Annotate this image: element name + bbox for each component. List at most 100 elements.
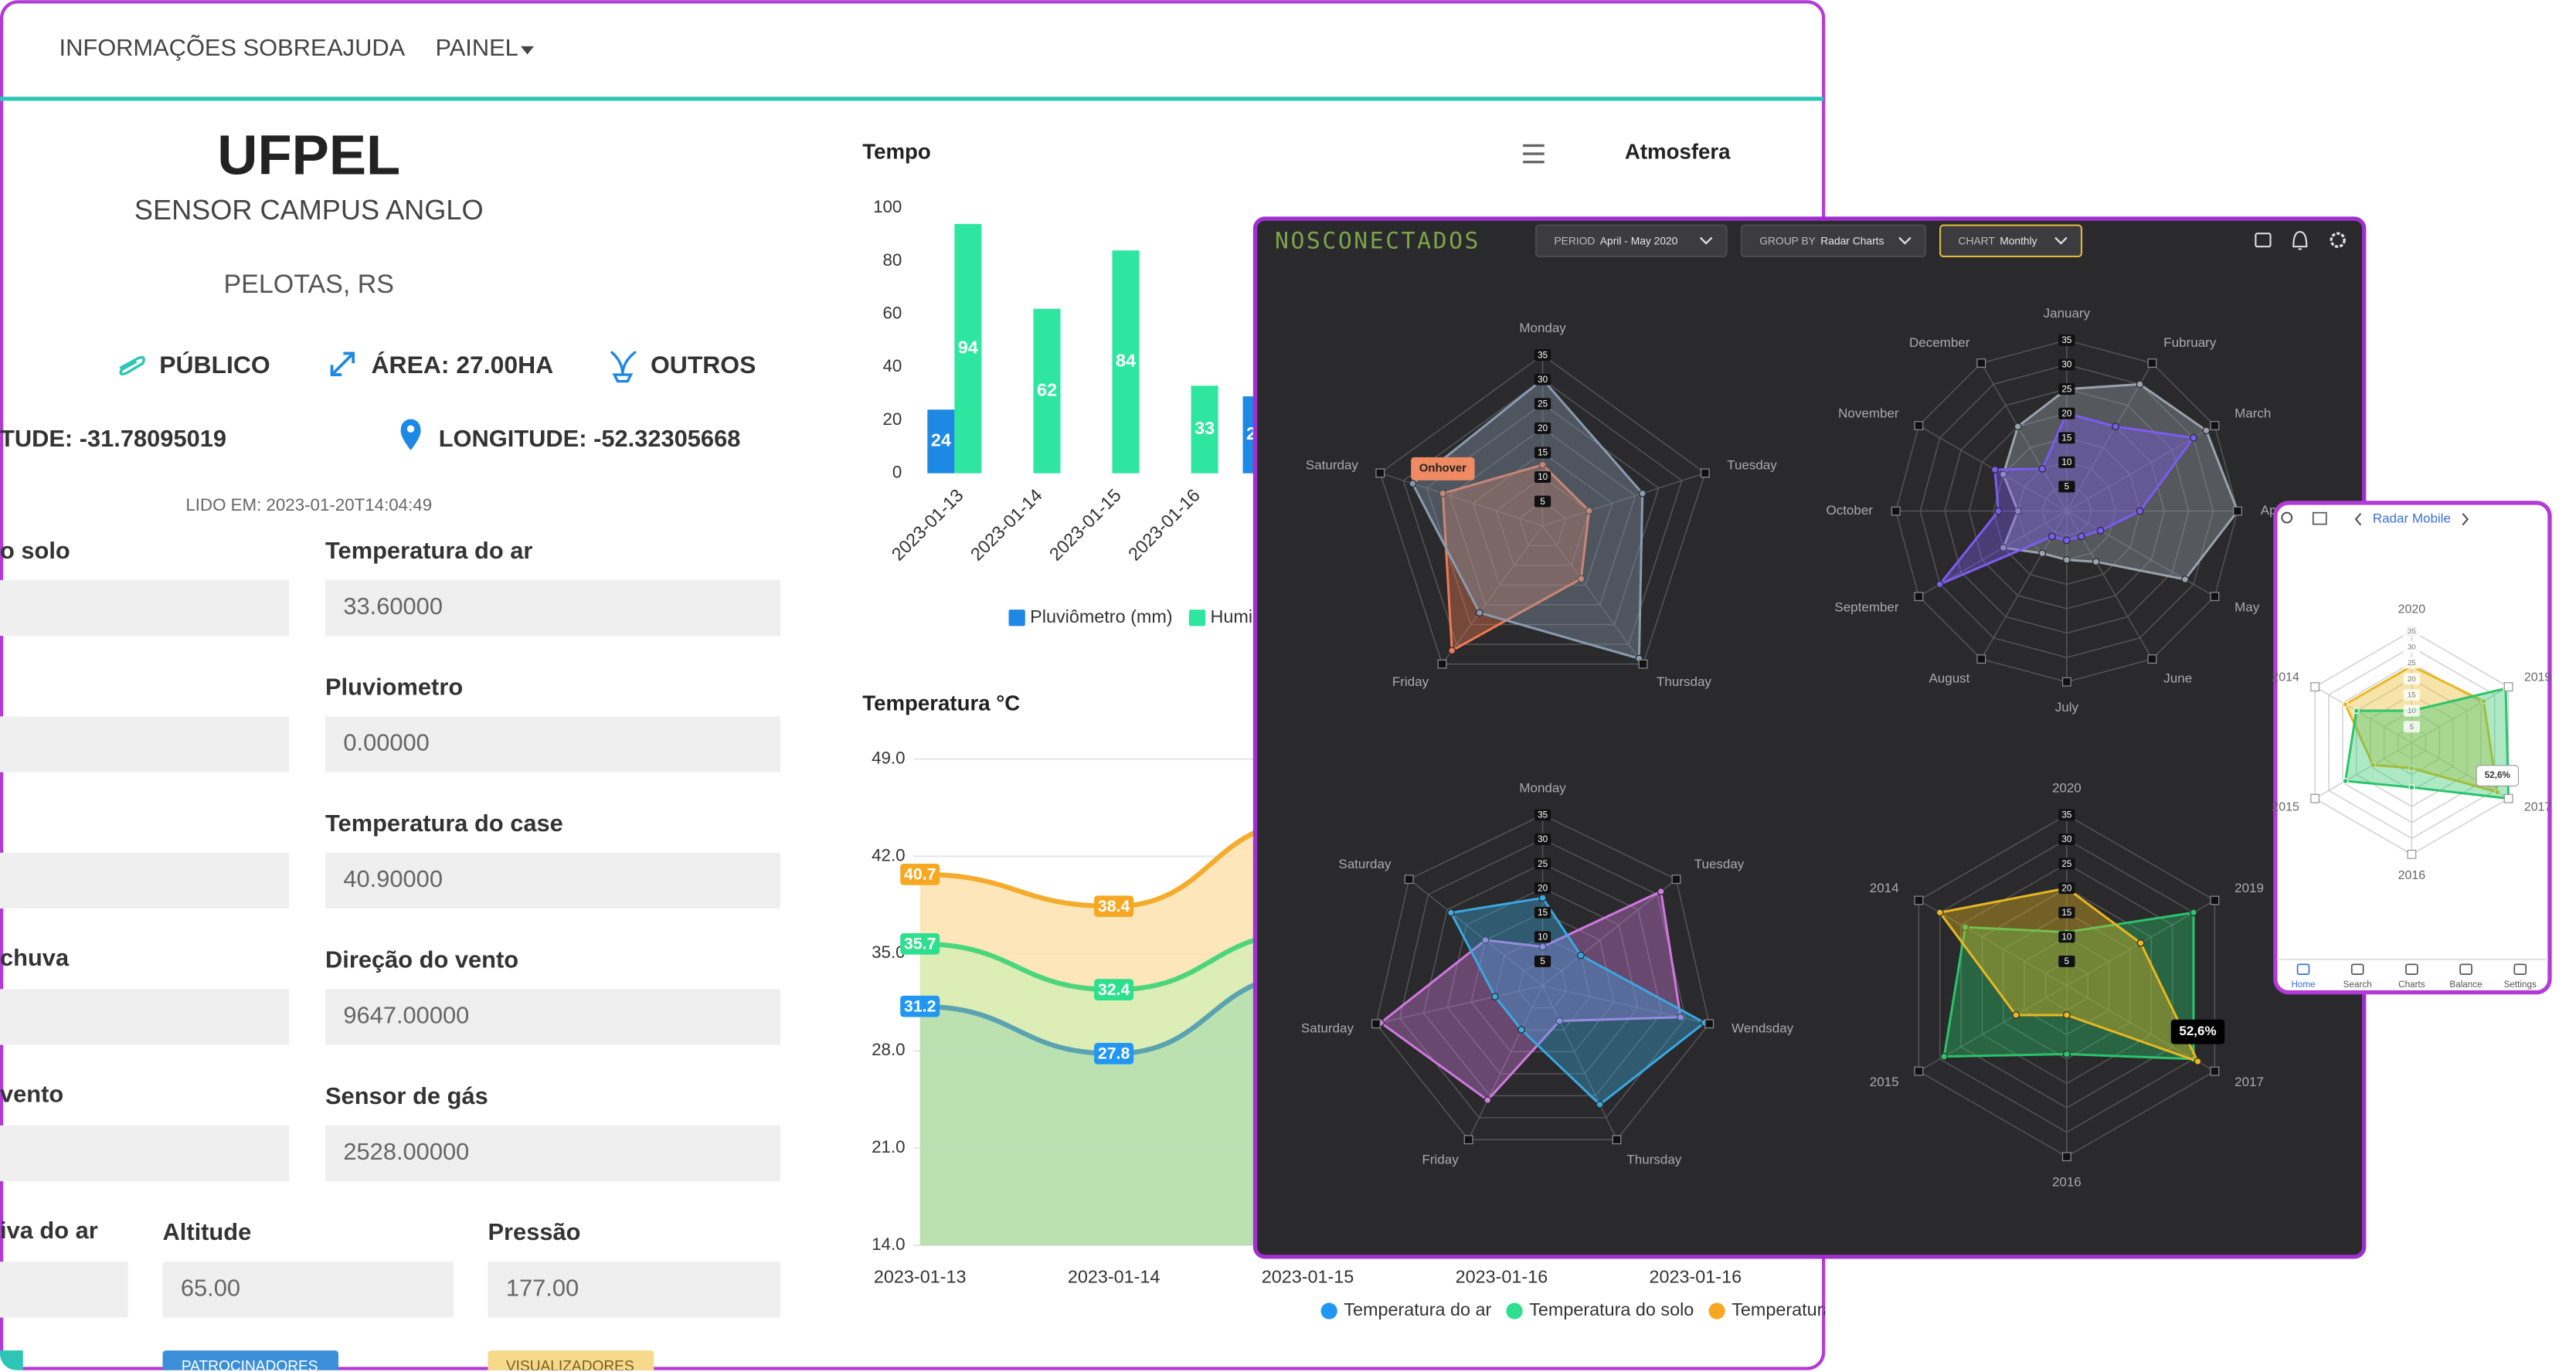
radar-point — [1990, 465, 1999, 474]
radar-ring — [1446, 887, 1639, 1075]
tab-label: Settings — [2504, 980, 2537, 990]
chevron-right[interactable] — [2462, 513, 2469, 526]
radar-ring — [1494, 936, 1591, 1031]
y-tick-label: 35.0 — [872, 942, 905, 962]
chart-title: Temperatura °C — [862, 691, 1020, 715]
radar-tick-box — [2403, 673, 2421, 685]
tab-label: Balance — [2449, 980, 2482, 990]
radar-vertex — [2233, 506, 2242, 516]
y-tick-label: 60 — [882, 304, 902, 323]
icon-bell[interactable] — [2292, 231, 2308, 250]
y-tick-label: 20 — [882, 409, 902, 429]
tab-icon[interactable] — [2296, 963, 2310, 976]
field-label: Altitude — [163, 1218, 252, 1245]
radar-vertex — [2310, 793, 2320, 803]
input-field[interactable] — [0, 989, 290, 1045]
radar-axis-label: 2020 — [2398, 603, 2426, 616]
input-field[interactable] — [0, 579, 290, 637]
input-field[interactable] — [325, 989, 780, 1045]
field-label: Temperatura do ar — [325, 537, 532, 564]
menu-icon[interactable] — [1523, 144, 1545, 164]
input-field[interactable] — [325, 852, 780, 909]
radar-tick-box — [2403, 721, 2421, 733]
radar-axis-label: May — [2234, 600, 2260, 615]
radar-tick-label: 30 — [2061, 360, 2072, 370]
y-tick-label: 14.0 — [872, 1234, 905, 1254]
radar-tick-label: 35 — [2061, 335, 2072, 345]
radar-axis-label: 2016 — [2398, 869, 2426, 882]
radar-point — [2092, 558, 2100, 566]
legend-swatch — [1008, 610, 1025, 627]
radar-tick-box — [2058, 432, 2075, 444]
tab-icon[interactable] — [2405, 963, 2418, 976]
icon-export[interactable] — [2255, 233, 2272, 248]
radar-axis-label: 2019 — [2234, 881, 2264, 895]
input-field[interactable] — [325, 579, 780, 637]
input-field[interactable] — [162, 1262, 454, 1318]
radar-tick-label: 20 — [1538, 883, 1548, 893]
radar-tick-label: 30 — [1538, 834, 1548, 844]
badge-label: PATROCINADORES — [182, 1358, 318, 1372]
nav-item[interactable]: INFORMAÇÕES SOBRE — [59, 34, 327, 61]
radar-ring — [1518, 501, 1567, 546]
radar-point — [1538, 942, 1547, 951]
radar-point — [1638, 489, 1647, 498]
radar-axis-label: Wendsday — [1731, 1021, 1794, 1035]
radar-point — [2408, 784, 2415, 791]
radar-area — [1449, 896, 1707, 1106]
radar-ring — [1495, 476, 1590, 566]
field-value: 0.00000 — [343, 729, 429, 756]
radar-point — [2136, 380, 2144, 389]
dropdown[interactable] — [1535, 224, 1728, 258]
radar-vertex — [1638, 659, 1648, 669]
chevron — [1898, 236, 1912, 245]
input-field[interactable] — [325, 716, 780, 773]
annotation-box — [2476, 765, 2520, 786]
radar-point — [1585, 507, 1593, 515]
radar-vertex — [1914, 421, 1924, 430]
input-field[interactable] — [0, 1125, 290, 1182]
nav-item[interactable]: PAINEL — [435, 34, 518, 61]
radar-point — [2014, 507, 2022, 515]
field-value: 2528.00000 — [343, 1138, 469, 1165]
tab-icon[interactable] — [2513, 963, 2527, 976]
radar-point — [1935, 580, 1944, 589]
radar-tick-label: 30 — [1538, 375, 1548, 385]
radar-point — [1517, 1026, 1526, 1034]
radar-axis-label: 2019 — [2524, 671, 2552, 684]
input-field[interactable] — [488, 1262, 780, 1318]
radar-spoke — [1380, 472, 1543, 527]
field-label: chuva — [0, 944, 70, 971]
tab-label: Home — [2291, 980, 2315, 990]
radar-tick-box — [1534, 447, 1551, 459]
radar-tick-label: 35 — [2061, 810, 2072, 820]
radar-point — [2136, 939, 2145, 947]
input-field[interactable] — [325, 1125, 780, 1182]
radar-spoke — [1375, 985, 1543, 1024]
input-field[interactable] — [0, 1262, 128, 1318]
radar-point — [2342, 777, 2349, 784]
radar-tick-label: 10 — [2061, 932, 2072, 942]
x-tick-label: 2023-01-15 — [1262, 1267, 1354, 1287]
icon-search[interactable] — [2281, 511, 2293, 524]
y-tick-label: 0 — [892, 463, 902, 482]
radar-tick-box — [2058, 456, 2075, 468]
data-label: 27.8 — [1098, 1044, 1130, 1063]
data-label: 31.2 — [904, 997, 936, 1015]
nav-item[interactable]: AJUDA — [327, 34, 406, 61]
input-field[interactable] — [0, 716, 290, 773]
radar-point — [1935, 908, 1944, 917]
tab-icon[interactable] — [2459, 963, 2472, 976]
tab-icon[interactable] — [2350, 963, 2364, 976]
radar-spoke — [1441, 525, 1544, 665]
icon-archive[interactable] — [2312, 511, 2327, 525]
icon-settings[interactable] — [2330, 232, 2346, 248]
field-label: o solo — [0, 537, 70, 564]
radar-axis-label: 2017 — [2524, 801, 2552, 814]
dropdown[interactable] — [1740, 224, 1927, 258]
radar-point — [1448, 647, 1456, 655]
field-value: 9647.00000 — [343, 1002, 469, 1029]
input-field[interactable] — [0, 852, 290, 909]
chevron-left[interactable] — [2354, 513, 2362, 526]
dropdown[interactable] — [1939, 224, 2083, 258]
